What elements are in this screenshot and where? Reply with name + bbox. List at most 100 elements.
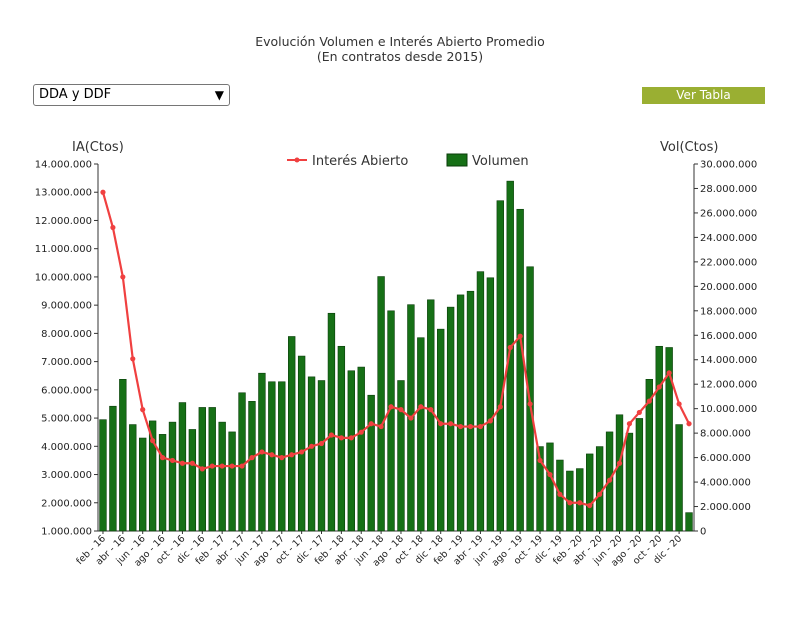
left-tick-label: 9.000.000 — [41, 301, 92, 312]
volume-bar — [317, 380, 326, 532]
volume-bar — [645, 379, 653, 532]
open-interest-point — [646, 398, 652, 404]
open-interest-line — [100, 189, 692, 509]
volume-bar — [516, 208, 524, 532]
open-interest-point — [159, 455, 166, 461]
product-select[interactable]: DDA y DDF ▼ — [33, 84, 230, 106]
volume-bar — [119, 379, 127, 532]
volume-bar — [377, 276, 385, 532]
right-tick-label: 10.000.000 — [700, 404, 757, 415]
right-tick-label: 6.000.000 — [700, 453, 751, 464]
volume-bar — [476, 271, 485, 532]
volume-bar — [615, 414, 624, 532]
volume-bar — [178, 402, 187, 532]
volume-bar — [387, 310, 395, 532]
open-interest-point — [348, 435, 354, 441]
volume-bar — [486, 277, 495, 532]
left-tick-label: 4.000.000 — [41, 442, 92, 453]
right-tick-label: 30.000.000 — [700, 160, 757, 171]
volume-bar — [635, 418, 644, 532]
open-interest-point — [418, 404, 424, 410]
open-interest-point — [597, 491, 603, 497]
right-axis-label: Vol(Ctos) — [660, 140, 719, 155]
open-interest-point — [140, 407, 146, 413]
volume-bars — [99, 180, 693, 532]
volume-bar — [139, 437, 147, 532]
right-tick-label: 4.000.000 — [700, 478, 751, 489]
open-interest-point — [557, 491, 563, 497]
volume-bar — [188, 429, 197, 532]
volume-bar — [397, 380, 405, 532]
volume-bar — [208, 407, 216, 532]
left-tick-label: 5.000.000 — [41, 414, 92, 425]
volume-bar — [595, 446, 604, 532]
legend: Interés Abierto Volumen — [287, 153, 529, 169]
right-tick-label: 0 — [700, 527, 706, 538]
left-tick-label: 11.000.000 — [35, 244, 92, 255]
legend-bar-label: Volumen — [472, 154, 529, 169]
volume-bar — [148, 420, 157, 532]
volume-bar — [586, 453, 594, 532]
volume-bar — [357, 366, 365, 532]
chart-axes — [97, 164, 695, 532]
volume-bar — [456, 294, 465, 532]
open-interest-point — [299, 449, 305, 455]
volume-bar — [576, 468, 584, 532]
legend-line-label: Interés Abierto — [312, 154, 408, 169]
open-interest-point — [279, 455, 285, 461]
open-interest-point — [328, 432, 335, 438]
open-interest-point — [259, 449, 265, 455]
product-select-value: DDA y DDF — [39, 87, 112, 102]
open-interest-point — [388, 404, 394, 410]
volume-bar — [506, 180, 514, 532]
right-tick-label: 8.000.000 — [700, 429, 751, 440]
right-tick-label: 12.000.000 — [700, 380, 757, 391]
open-interest-point — [229, 463, 235, 469]
volume-bar — [327, 312, 336, 532]
legend-line-marker — [294, 157, 300, 163]
chart-title-line1: Evolución Volumen e Interés Abierto Prom… — [255, 34, 545, 49]
left-tick-label: 6.000.000 — [41, 385, 92, 396]
right-tick-label: 20.000.000 — [700, 282, 757, 293]
volume-bar — [288, 336, 296, 532]
volume-bar — [168, 421, 177, 532]
open-interest-point — [199, 466, 205, 472]
chevron-down-icon: ▼ — [214, 88, 224, 102]
open-interest-point — [497, 404, 503, 410]
volume-bar — [496, 200, 504, 532]
open-interest-point — [616, 460, 623, 466]
view-table-button[interactable]: Ver Tabla — [642, 87, 765, 104]
volume-bar — [347, 370, 355, 532]
open-interest-point — [448, 421, 454, 427]
open-interest-point — [567, 500, 573, 506]
left-tick-label: 7.000.000 — [41, 357, 92, 368]
volume-bar — [417, 337, 425, 532]
volume-bar — [625, 432, 634, 532]
open-interest-point — [338, 435, 344, 441]
open-interest-point — [308, 443, 315, 449]
open-interest-point — [547, 471, 553, 478]
open-interest-point — [249, 455, 255, 461]
open-interest-point — [438, 421, 444, 427]
volume-bar — [158, 434, 167, 532]
open-interest-point — [209, 463, 215, 469]
open-interest-point — [179, 460, 186, 466]
volume-bar — [437, 328, 445, 532]
open-interest-point — [666, 370, 672, 376]
open-interest-point — [368, 421, 374, 427]
open-interest-point — [606, 477, 613, 483]
open-interest-point — [537, 457, 543, 464]
volume-bar — [665, 347, 673, 532]
open-interest-point — [169, 457, 176, 464]
right-tick-label: 14.000.000 — [700, 355, 757, 366]
open-interest-point — [626, 421, 633, 427]
open-interest-point — [457, 423, 464, 430]
left-tick-label: 8.000.000 — [41, 329, 92, 340]
right-tick-label: 22.000.000 — [700, 257, 757, 268]
right-tick-label: 16.000.000 — [700, 331, 757, 342]
volume-bar — [446, 306, 455, 532]
open-interest-point — [358, 429, 364, 435]
volume-bar — [685, 512, 693, 532]
volume-bar — [248, 401, 256, 532]
